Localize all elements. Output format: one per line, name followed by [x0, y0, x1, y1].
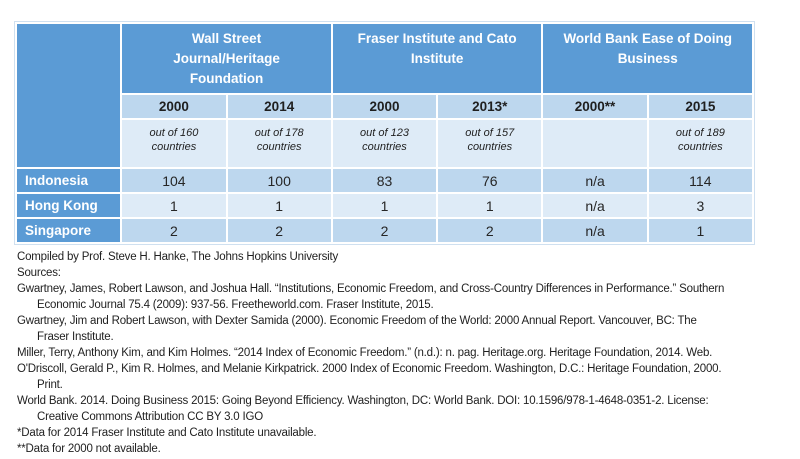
subnote-cell: out of 157 countries: [438, 120, 542, 167]
year-cell-fraser-2013: 2013*: [438, 95, 542, 118]
rank-cell: 1: [122, 194, 226, 217]
year-cell-fraser-2000: 2000: [332, 95, 437, 118]
subnote-cell: out of 123 countries: [332, 120, 437, 167]
year-cell-worldbank-2000: 2000**: [543, 95, 647, 118]
subnote-text: out of 178 countries: [254, 127, 304, 153]
subnote-cell-empty: [543, 120, 647, 167]
rank-cell: 76: [438, 169, 542, 192]
rank-cell: 1: [648, 219, 752, 242]
table-row-singapore: Singapore 2 2 2 2 n/a 1: [17, 219, 752, 242]
citation-world-bank-2014-cont: Creative Commons Attribution CC BY 3.0 I…: [37, 411, 263, 423]
rank-cell: n/a: [543, 219, 647, 242]
rank-cell: 2: [438, 219, 542, 242]
rank-cell: 104: [122, 169, 226, 192]
subnote-cell: out of 178 countries: [227, 120, 331, 167]
rank-cell: 2: [227, 219, 331, 242]
rank-cell: 2: [332, 219, 437, 242]
source-notes: Compiled by Prof. Steve H. Hanke, The Jo…: [17, 249, 797, 457]
subnote-cell: out of 189 countries: [648, 120, 752, 167]
year-cell-wsj-2014: 2014: [227, 95, 331, 118]
citation-world-bank-2014: World Bank. 2014. Doing Business 2015: G…: [17, 395, 709, 407]
citation-miller-2014: Miller, Terry, Anthony Kim, and Kim Holm…: [17, 347, 713, 359]
table-row-indonesia: Indonesia 104 100 83 76 n/a 114: [17, 169, 752, 192]
rank-cell: 83: [332, 169, 437, 192]
citation-odriscoll-2000: O'Driscoll, Gerald P., Kim R. Holmes, an…: [17, 363, 722, 375]
rank-cell: 1: [332, 194, 437, 217]
rank-cell: 2: [122, 219, 226, 242]
footnote-single-asterisk: *Data for 2014 Fraser Institute and Cato…: [17, 427, 317, 439]
rank-cell: 1: [438, 194, 542, 217]
rank-cell: 114: [648, 169, 752, 192]
row-label-indonesia: Indonesia: [17, 169, 121, 192]
group-header-fraser-cato: Fraser Institute and Cato Institute: [332, 24, 542, 93]
citation-odriscoll-2000-cont: Print.: [37, 379, 63, 391]
footnote-double-asterisk: **Data for 2000 not available.: [17, 443, 161, 455]
table-corner-cell: [17, 24, 121, 167]
table-row-hong-kong: Hong Kong 1 1 1 1 n/a 3: [17, 194, 752, 217]
citation-gwartney-2009-cont: Economic Journal 75.4 (2009): 937-56. Fr…: [37, 299, 434, 311]
group-header-wsj-heritage: Wall Street Journal/Heritage Foundation: [122, 24, 331, 93]
subnote-row: out of 160 countries out of 178 countrie…: [17, 120, 752, 167]
economic-freedom-rankings-table: Wall Street Journal/Heritage Foundation …: [15, 22, 754, 244]
group-header-label: World Bank Ease of Doing Business: [563, 31, 732, 66]
rank-cell: 3: [648, 194, 752, 217]
subnote-text: out of 157 countries: [465, 127, 515, 153]
rank-cell: n/a: [543, 169, 647, 192]
year-header-row: 2000 2014 2000 2013* 2000** 2015: [17, 95, 752, 118]
rank-cell: 1: [227, 194, 331, 217]
citation-gwartney-2000-cont: Fraser Institute.: [37, 331, 114, 343]
sources-heading: Sources:: [17, 267, 61, 279]
group-header-row: Wall Street Journal/Heritage Foundation …: [17, 24, 752, 167]
group-header-label: Wall Street Journal/Heritage Foundation: [173, 31, 280, 86]
rank-cell: n/a: [543, 194, 647, 217]
subnote-text: out of 123 countries: [360, 127, 409, 153]
group-header-label: Fraser Institute and Cato Institute: [357, 31, 517, 66]
subnote-text: out of 160 countries: [149, 127, 199, 153]
citation-gwartney-2009: Gwartney, James, Robert Lawson, and Josh…: [17, 283, 725, 295]
row-label-singapore: Singapore: [17, 219, 121, 242]
year-cell-wsj-2000: 2000: [122, 95, 226, 118]
group-header-world-bank: World Bank Ease of Doing Business: [543, 24, 752, 93]
compiled-by-note: Compiled by Prof. Steve H. Hanke, The Jo…: [17, 251, 339, 263]
citation-gwartney-2000: Gwartney, Jim and Robert Lawson, with De…: [17, 315, 697, 327]
subnote-cell: out of 160 countries: [122, 120, 226, 167]
subnote-text: out of 189 countries: [675, 127, 725, 153]
rank-cell: 100: [227, 169, 331, 192]
row-label-hong-kong: Hong Kong: [17, 194, 121, 217]
year-cell-worldbank-2015: 2015: [648, 95, 752, 118]
